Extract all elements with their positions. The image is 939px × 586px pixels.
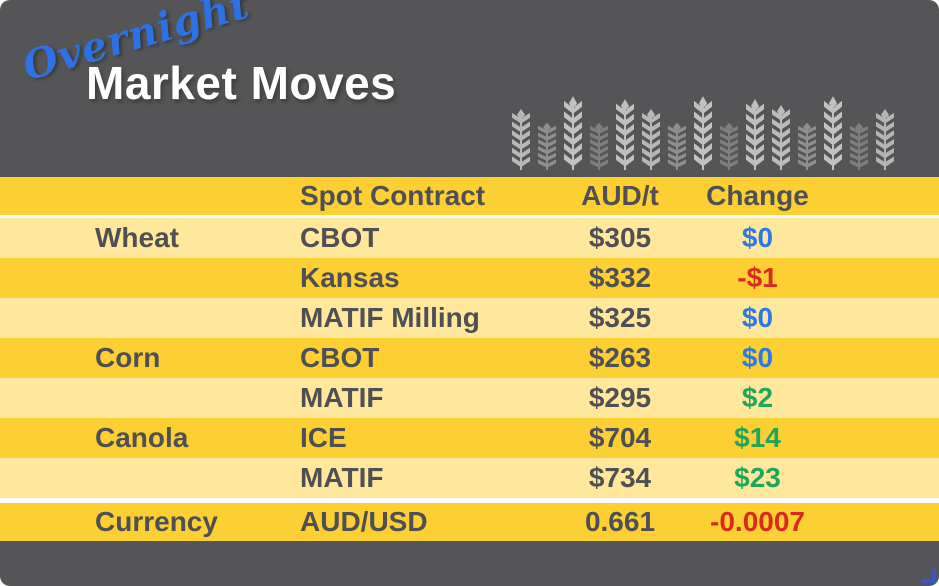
table-row: MATIF $734 $23 (0, 458, 939, 498)
market-table: Spot Contract AUD/t Change Wheat CBOT $305… (0, 177, 939, 541)
contract-cell: CBOT (300, 222, 380, 253)
category-cell: Canola (95, 422, 189, 453)
contract-cell: ICE (300, 422, 347, 453)
header-banner: Overnight Market Moves (0, 0, 939, 177)
wheat-icon (850, 122, 868, 170)
change-cell: -$1 (737, 262, 778, 293)
wheat-icon (668, 122, 686, 170)
wheat-icon (616, 99, 634, 170)
footer-band (0, 541, 939, 586)
change-cell: $0 (741, 302, 774, 333)
change-header: Change (706, 180, 809, 211)
category-cell: Wheat (95, 222, 179, 253)
change-cell: $23 (734, 462, 781, 493)
price-cell: $332 (588, 262, 652, 293)
change-cell: $0 (741, 222, 774, 253)
wheat-icon (824, 96, 842, 170)
wheat-icon (642, 108, 660, 170)
contract-cell: MATIF (300, 382, 384, 413)
contract-cell: MATIF Milling (300, 302, 480, 333)
table-row: MATIF $295 $2 (0, 378, 939, 418)
category-cell: Corn (95, 342, 161, 373)
currency-row: Currency AUD/USD 0.661 -0.0007 (0, 503, 939, 541)
page-title: Market Moves (86, 57, 397, 109)
wheat-icon (564, 96, 582, 170)
wheat-icon (876, 108, 894, 170)
table-row: Kansas $332 -$1 (0, 258, 939, 298)
price-cell: $305 (588, 222, 652, 253)
corner-mark-icon (922, 569, 936, 583)
table-row: Corn CBOT $263 $0 (0, 338, 939, 378)
wheat-icon (746, 99, 764, 170)
spot-contract-header: Spot Contract (300, 180, 486, 211)
category-cell: Currency (95, 506, 218, 537)
aud-header: AUD/t (581, 180, 659, 211)
price-cell: $734 (588, 462, 652, 493)
table-row: MATIF Milling $325 $0 (0, 298, 939, 338)
table-header-row: Spot Contract AUD/t Change (0, 177, 939, 215)
wheat-icon (694, 96, 712, 170)
wheat-icon (590, 122, 608, 170)
change-cell: -0.0007 (710, 506, 805, 537)
wheat-row (509, 95, 897, 170)
wheat-icon (772, 105, 790, 170)
table-row: Wheat CBOT $305 $0 (0, 218, 939, 258)
change-cell: $14 (734, 422, 781, 453)
contract-cell: MATIF (300, 462, 384, 493)
price-cell: $325 (588, 302, 652, 333)
price-cell: 0.661 (584, 506, 656, 537)
wheat-icon (798, 122, 816, 170)
table-row: Canola ICE $704 $14 (0, 418, 939, 458)
wheat-icon (538, 122, 556, 170)
wheat-icon (512, 108, 530, 170)
contract-cell: CBOT (300, 342, 380, 373)
change-cell: $0 (741, 342, 774, 373)
contract-cell: Kansas (300, 262, 400, 293)
price-cell: $295 (588, 382, 652, 413)
table-body: Wheat CBOT $305 $0 Kansas $332 -$1 MATIF Millin… (0, 218, 939, 498)
price-cell: $263 (588, 342, 652, 373)
wheat-icon (720, 122, 738, 170)
contract-cell: AUD/USD (300, 506, 428, 537)
change-cell: $2 (741, 382, 774, 413)
price-cell: $704 (588, 422, 652, 453)
